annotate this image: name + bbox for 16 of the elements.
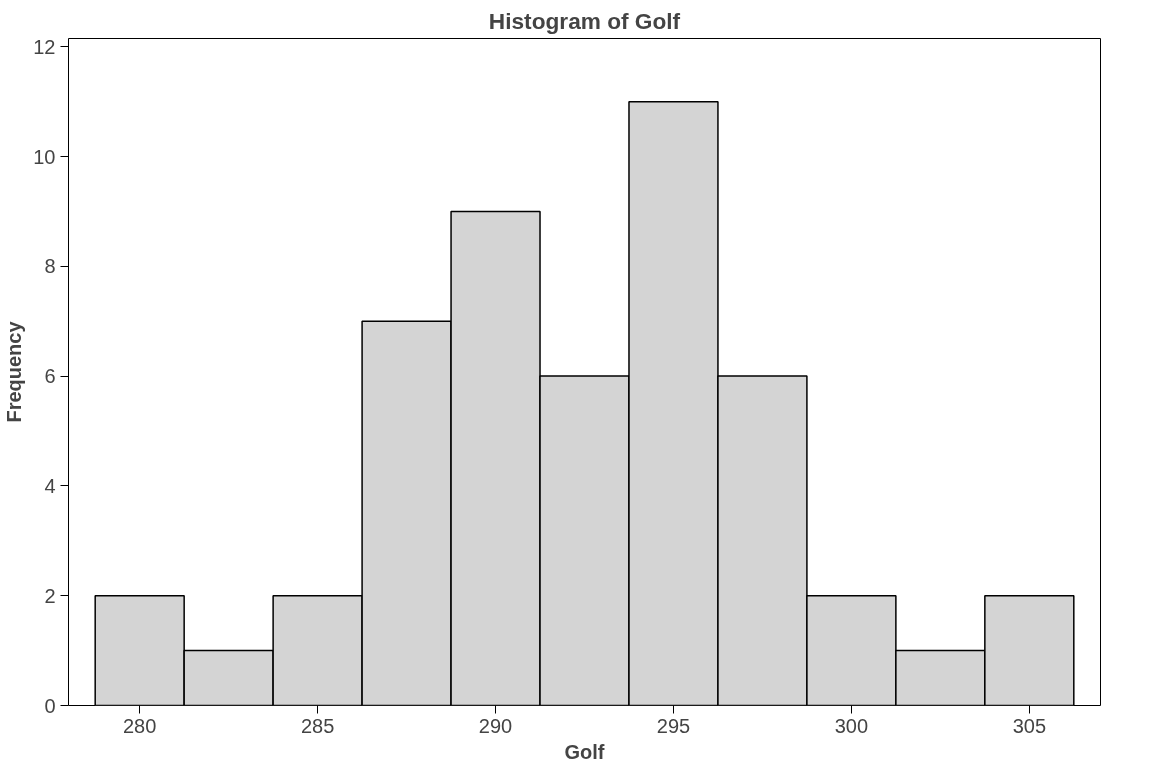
x-tick-label: 295 xyxy=(656,714,691,737)
y-tick-label: 4 xyxy=(44,474,56,497)
chart-title: Histogram of Golf xyxy=(488,7,681,34)
x-tick-label: 305 xyxy=(1012,714,1047,737)
x-tick-label: 285 xyxy=(300,714,335,737)
y-tick-label: 0 xyxy=(44,694,56,717)
x-tick-label: 290 xyxy=(478,714,513,737)
y-tick-label: 6 xyxy=(44,365,56,388)
y-tick-label: 10 xyxy=(33,145,56,168)
y-tick-label: 8 xyxy=(44,255,56,278)
x-tick-label: 280 xyxy=(122,714,157,737)
y-axis-title: Frequency xyxy=(3,320,26,423)
y-tick-label: 12 xyxy=(33,35,56,58)
x-tick-label: 300 xyxy=(834,714,869,737)
x-axis-title: Golf xyxy=(564,740,605,763)
y-tick-label: 2 xyxy=(44,584,56,607)
